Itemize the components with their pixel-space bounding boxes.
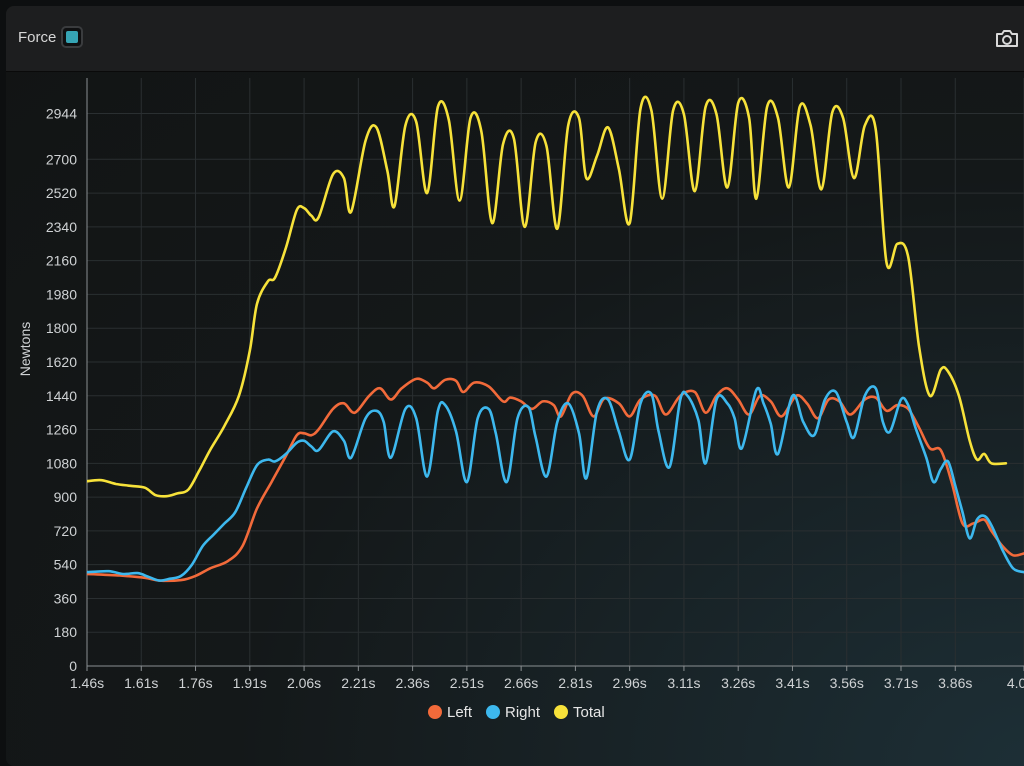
y-tick-label: 2944 — [46, 106, 77, 122]
chart-panel: Force — [6, 6, 1024, 766]
y-tick-label: 1440 — [46, 388, 77, 404]
panel-title: Force — [18, 29, 57, 46]
x-tick-label: 1.61s — [124, 675, 158, 691]
x-tick-label: 3.41s — [775, 675, 809, 691]
panel-header: Force — [6, 6, 1024, 72]
y-axis-label: Newtons — [17, 322, 33, 376]
x-tick-label: 3.86s — [938, 675, 972, 691]
y-axis-ticks: 0 180 360 540 720 900 1080 1260 1440 1620 1800 1980… — [46, 106, 77, 674]
y-tick-label: 900 — [54, 489, 78, 505]
x-tick-label: 1.46s — [70, 675, 104, 691]
x-tick-label: 2.06s — [287, 675, 321, 691]
y-tick-label: 2340 — [46, 219, 77, 235]
y-tick-label: 1260 — [46, 422, 77, 438]
legend-label-left[interactable]: Left — [447, 704, 473, 721]
y-tick-label: 360 — [54, 590, 78, 606]
x-tick-label: 2.81s — [558, 675, 592, 691]
y-tick-label: 180 — [54, 624, 78, 640]
x-tick-label: 2.96s — [613, 675, 647, 691]
legend-marker-right — [486, 705, 500, 719]
legend-marker-left — [428, 705, 442, 719]
y-tick-label: 540 — [54, 557, 78, 573]
x-tick-label: 3.71s — [884, 675, 918, 691]
series-line-left — [87, 377, 1024, 583]
y-tick-label: 720 — [54, 523, 78, 539]
y-tick-label: 2520 — [46, 185, 77, 201]
y-tick-label: 0 — [69, 658, 77, 674]
x-tick-label: 3.26s — [721, 675, 755, 691]
camera-icon-svg — [996, 30, 1018, 47]
y-tick-label: 1620 — [46, 354, 77, 370]
y-tick-label: 1980 — [46, 286, 77, 302]
camera-icon[interactable] — [994, 26, 1020, 50]
force-line-chart: 0 180 360 540 720 900 1080 1260 1440 1620 1800 1980… — [17, 78, 1024, 721]
y-tick-label: 1800 — [46, 320, 77, 336]
y-tick-label: 2160 — [46, 253, 77, 269]
legend-label-right[interactable]: Right — [505, 704, 541, 721]
x-tick-label: 2.21s — [341, 675, 375, 691]
grid — [86, 78, 1024, 671]
x-tick-label: 2.66s — [504, 675, 538, 691]
y-tick-label: 2700 — [46, 151, 77, 167]
series-line-right — [87, 385, 1024, 582]
y-tick-label: 1080 — [46, 455, 77, 471]
legend: Left Right Total — [428, 704, 605, 721]
series-line-total — [87, 95, 1008, 498]
x-tick-label: 3.56s — [830, 675, 864, 691]
color-swatch-fill — [66, 31, 78, 43]
x-tick-label: 3.11s — [667, 675, 700, 691]
series-lines — [87, 95, 1024, 583]
x-tick-label: 2.51s — [450, 675, 484, 691]
x-tick-label: 1.76s — [178, 675, 212, 691]
x-tick-label: 1.91s — [233, 675, 267, 691]
x-tick-label: 2.36s — [395, 675, 429, 691]
legend-marker-total — [554, 705, 568, 719]
x-axis-ticks: 1.46s 1.61s 1.76s 1.91s 2.06s 2.21s 2.36s 2.51s… — [70, 675, 1024, 691]
x-tick-label: 4.05s — [1007, 675, 1024, 691]
legend-label-total[interactable]: Total — [573, 704, 605, 721]
color-swatch-button[interactable] — [61, 26, 83, 48]
